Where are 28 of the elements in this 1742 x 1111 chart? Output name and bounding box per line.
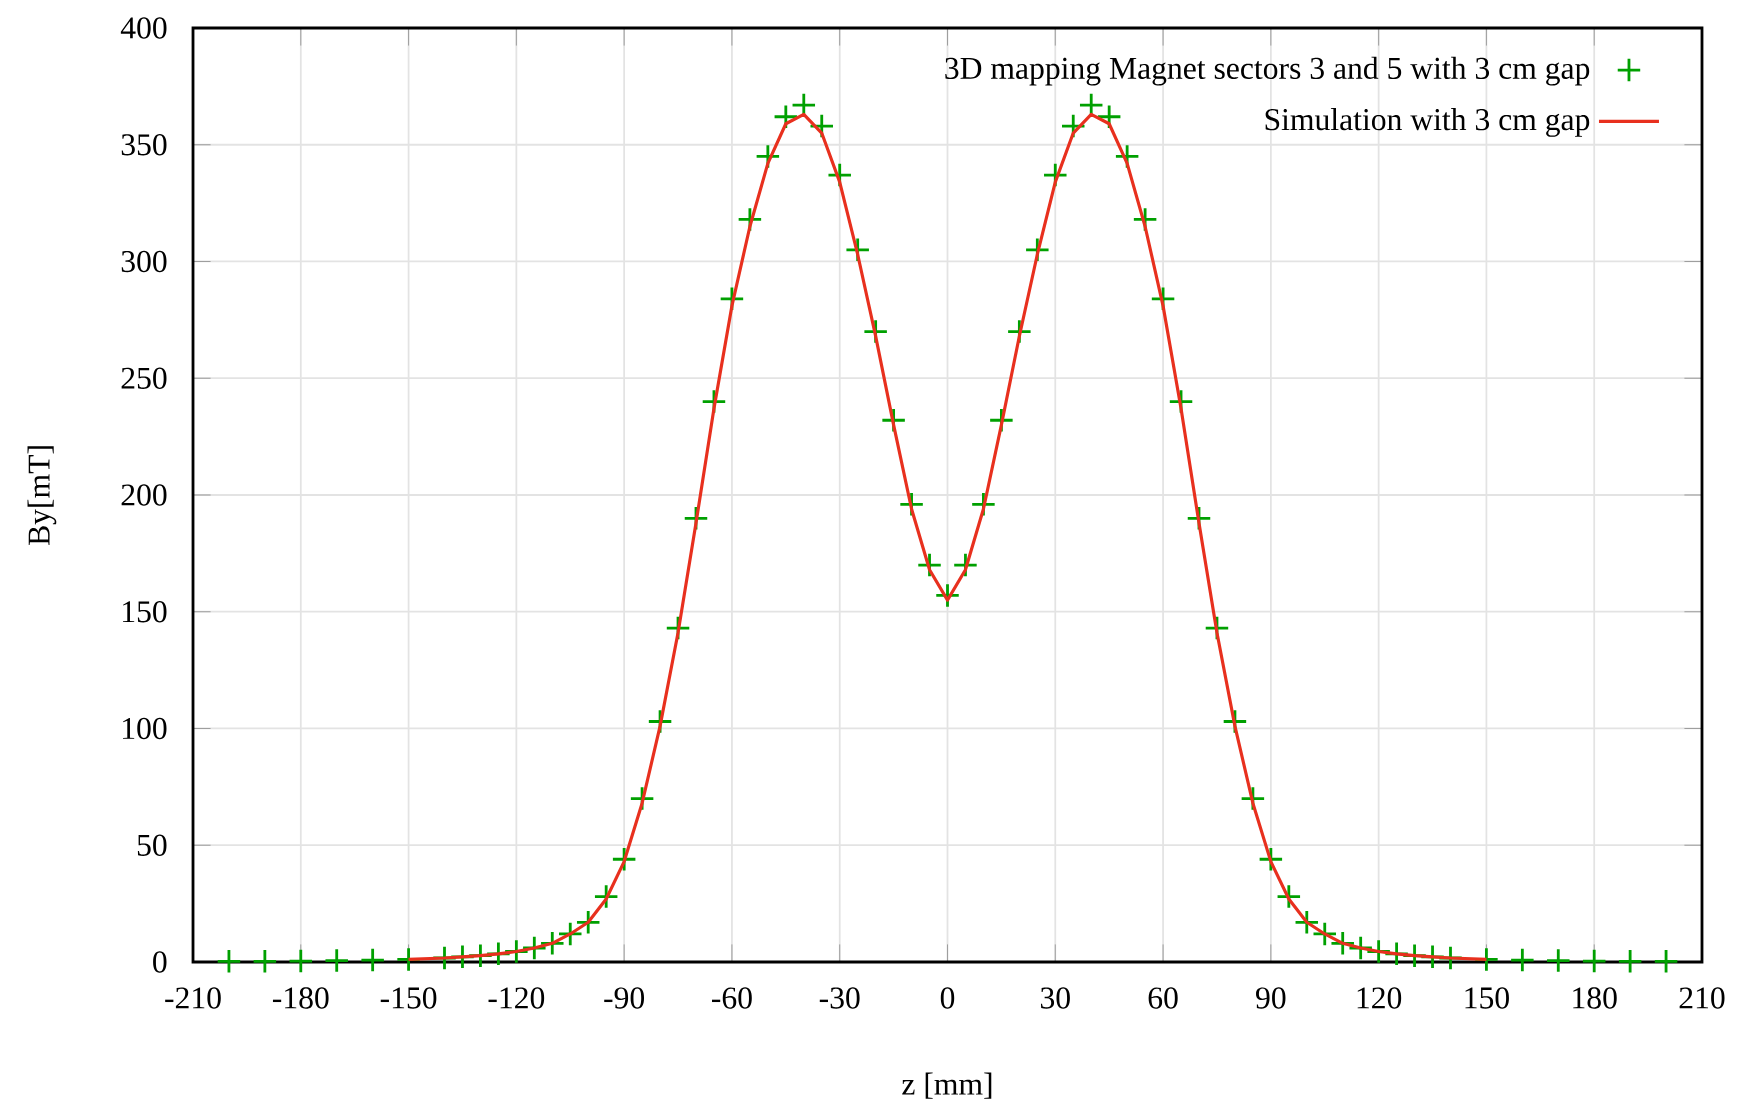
x-tick-label: 150 xyxy=(1465,987,1509,1009)
y-axis-title: By[mT] xyxy=(27,446,57,546)
x-tick-label: -60 xyxy=(712,987,752,1009)
x-tick-label: -180 xyxy=(272,987,329,1009)
y-tick-label: 250 xyxy=(121,367,167,389)
y-tick-label: 0 xyxy=(153,951,167,973)
y-tick-label: 200 xyxy=(121,484,167,506)
y-tick-label: 100 xyxy=(123,717,167,740)
x-tick-label: 210 xyxy=(1679,987,1725,1009)
legend-label: 3D mapping Magnet sectors 3 and 5 with 3 cm gap xyxy=(945,56,1590,86)
y-tick-label: 300 xyxy=(121,250,167,273)
x-tick-label: 0 xyxy=(940,987,955,1009)
x-tick-label: 180 xyxy=(1573,987,1617,1009)
legend-label: Simulation with 3 cm gap xyxy=(1265,108,1590,137)
y-tick-label: 350 xyxy=(121,134,167,156)
x-tick-label: -30 xyxy=(819,987,860,1009)
x-tick-label: 60 xyxy=(1148,987,1178,1009)
x-tick-label: -210 xyxy=(165,987,221,1009)
y-tick-label: 50 xyxy=(137,834,167,856)
x-tick-label: 120 xyxy=(1357,987,1402,1009)
x-tick-label: 90 xyxy=(1256,987,1286,1009)
y-tick-label: 150 xyxy=(123,601,167,623)
x-tick-label: -90 xyxy=(604,987,645,1009)
x-tick-label: -120 xyxy=(488,987,545,1009)
x-tick-label: -150 xyxy=(380,987,437,1009)
y-tick-label: 400 xyxy=(120,17,167,39)
x-tick-label: 30 xyxy=(1040,987,1070,1009)
x-axis-title: z [mm] xyxy=(902,1072,992,1099)
